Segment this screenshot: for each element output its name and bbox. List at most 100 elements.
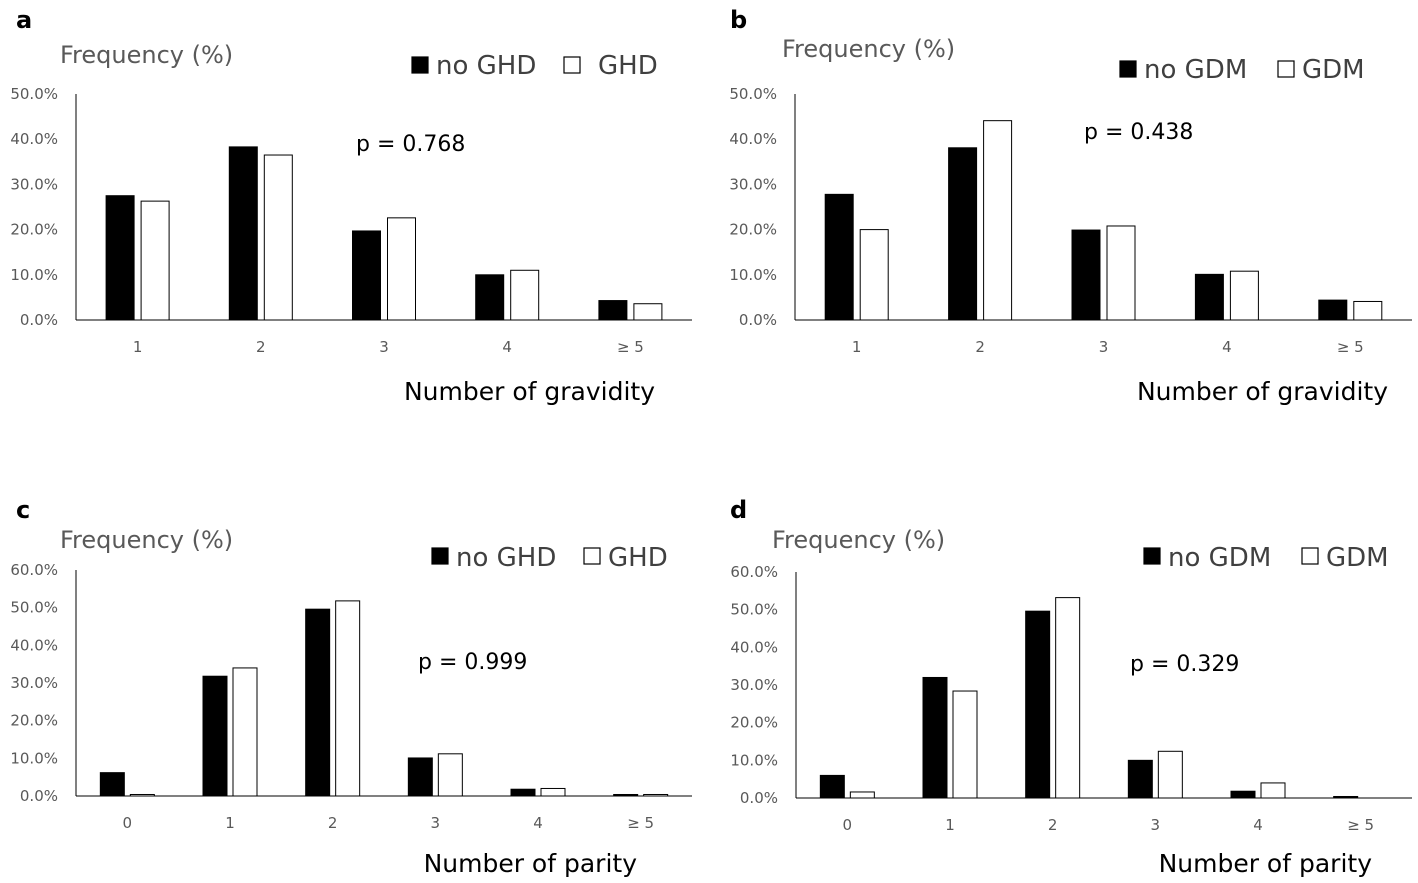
y-tick-label: 20.0%: [10, 712, 58, 730]
bar-series-1: [922, 676, 948, 799]
bar-series-2: [129, 793, 155, 797]
panel-b: b Frequency (%) 0.0% 10.0% 20.0% 30.0% 40.0% 50…: [729, 6, 1412, 406]
x-tick-label: ≥ 5: [1347, 816, 1374, 834]
bar-series-1: [407, 757, 433, 797]
bar-series-2: [140, 200, 170, 321]
y-tick-label: 0.0%: [20, 311, 58, 329]
p-value-annotation: p = 0.438: [1084, 120, 1193, 145]
bar-series-2: [437, 753, 463, 797]
bar-series-1: [1230, 790, 1256, 799]
y-tick-label: 10.0%: [729, 266, 777, 284]
x-tick-label: 1: [133, 338, 143, 356]
y-tick-label: 30.0%: [729, 175, 777, 193]
y-axis-label: Frequency (%): [782, 35, 955, 63]
x-tick-label: 3: [379, 338, 389, 356]
legend-swatch: [583, 547, 601, 565]
legend-label: no GHD: [436, 51, 536, 81]
bar-series-2: [952, 690, 978, 799]
bar-series-2: [510, 269, 540, 321]
y-tick-label: 40.0%: [10, 130, 58, 148]
bar-series-2: [1260, 782, 1286, 799]
bar-series-1: [598, 300, 628, 321]
bar-series-2: [263, 154, 293, 321]
x-tick-label: 1: [225, 814, 235, 832]
legend-swatch: [1301, 547, 1319, 565]
y-tick-label: 10.0%: [10, 749, 58, 767]
x-tick-label: ≥ 5: [1337, 338, 1364, 356]
x-axis-label: Number of parity: [1159, 849, 1373, 878]
legend-label: GDM: [1326, 543, 1389, 573]
legend-swatch: [1143, 547, 1161, 565]
bar-series-2: [232, 667, 258, 797]
bar-series-1: [1025, 610, 1051, 799]
y-tick-label: 0.0%: [739, 311, 777, 329]
y-axis-label: Frequency (%): [772, 526, 945, 554]
p-value-annotation: p = 0.999: [418, 650, 527, 675]
x-tick-label: 4: [533, 814, 543, 832]
x-tick-label: 2: [328, 814, 338, 832]
panel-d: d Frequency (%) 0.0% 10.0% 20.0% 30.0% 40.0% 50…: [730, 496, 1412, 878]
bar-series-2: [643, 793, 669, 797]
y-tick-label: 20.0%: [10, 221, 58, 239]
y-tick-label: 60.0%: [10, 561, 58, 579]
bar-series-1: [948, 147, 978, 321]
y-tick-label: 50.0%: [729, 85, 777, 103]
y-tick-label: 50.0%: [10, 599, 58, 617]
bar-series-1: [202, 675, 228, 797]
p-value-annotation: p = 0.329: [1130, 652, 1239, 677]
bar-series-2: [387, 217, 416, 321]
x-tick-label: 3: [431, 814, 441, 832]
y-tick-label: 30.0%: [730, 676, 778, 694]
x-tick-label: 1: [852, 338, 862, 356]
panel-c: c Frequency (%) 0.0% 10.0% 20.0% 30.0% 40.0% 50…: [10, 496, 692, 878]
y-tick-label: 0.0%: [20, 787, 58, 805]
x-axis-label: Number of gravidity: [1137, 377, 1388, 406]
y-tick-label: 30.0%: [10, 175, 58, 193]
y-tick-label: 0.0%: [740, 789, 778, 807]
legend-label: GHD: [598, 51, 658, 81]
legend-label: GHD: [608, 543, 668, 573]
x-tick-label: 0: [123, 814, 133, 832]
x-axis-label: Number of gravidity: [404, 377, 655, 406]
p-value-annotation: p = 0.768: [356, 132, 465, 157]
legend-label: no GDM: [1144, 55, 1247, 85]
bar-series-2: [540, 787, 566, 797]
bar-series-2: [859, 229, 889, 321]
x-tick-label: 3: [1099, 338, 1109, 356]
y-tick-label: 40.0%: [729, 130, 777, 148]
legend-swatch: [1119, 60, 1137, 78]
y-tick-label: 20.0%: [730, 714, 778, 732]
bar-series-2: [1157, 750, 1183, 799]
bar-series-2: [1106, 225, 1136, 321]
legend-swatch: [431, 547, 449, 565]
x-tick-label: 3: [1151, 816, 1161, 834]
y-axis-label: Frequency (%): [60, 41, 233, 69]
x-tick-label: 1: [945, 816, 955, 834]
bar-series-2: [983, 120, 1013, 321]
x-tick-label: 0: [843, 816, 853, 834]
panel-letter: a: [16, 6, 32, 34]
bar-series-2: [1353, 300, 1383, 321]
bar-series-1: [1071, 229, 1101, 321]
legend-swatch: [563, 56, 581, 74]
x-tick-label: 4: [1253, 816, 1263, 834]
legend-label: GDM: [1302, 55, 1365, 85]
y-tick-label: 20.0%: [729, 221, 777, 239]
bar-series-1: [99, 772, 125, 797]
bar-series-1: [105, 195, 135, 321]
bar-series-2: [1055, 597, 1081, 799]
bar-series-1: [1127, 759, 1153, 799]
bar-series-2: [849, 791, 875, 799]
bar-series-1: [1318, 299, 1348, 321]
bar-series-1: [1194, 273, 1224, 321]
x-tick-label: 2: [975, 338, 985, 356]
bar-series-1: [352, 230, 381, 321]
y-tick-label: 50.0%: [10, 85, 58, 103]
x-axis-label: Number of parity: [424, 849, 638, 878]
bar-series-2: [1229, 270, 1259, 321]
y-axis-label: Frequency (%): [60, 526, 233, 554]
x-tick-label: ≥ 5: [627, 814, 654, 832]
legend-swatch: [1277, 60, 1295, 78]
legend-label: no GDM: [1168, 543, 1271, 573]
